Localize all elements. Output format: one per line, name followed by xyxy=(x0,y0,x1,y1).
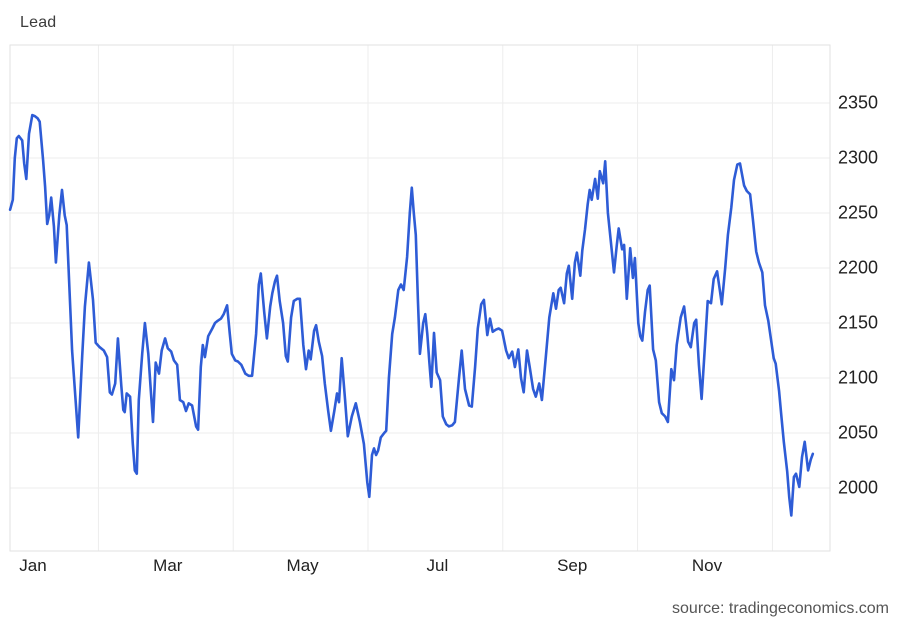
grid-lines xyxy=(10,45,830,551)
y-axis-tick-label: 2300 xyxy=(838,147,879,168)
plot-border xyxy=(9,44,831,552)
x-axis-tick-label: May xyxy=(286,556,319,575)
y-axis-tick-label: 2050 xyxy=(838,422,879,443)
y-axis-tick-label: 2200 xyxy=(838,257,879,278)
y-axis-tick-label: 2150 xyxy=(838,312,879,333)
source-attribution: source: tradingeconomics.com xyxy=(672,600,889,617)
y-axis-tick-label: 2350 xyxy=(838,92,879,113)
y-axis-tick-label: 2100 xyxy=(838,367,879,388)
chart-title: Lead xyxy=(20,14,57,31)
x-axis-tick-label: Jan xyxy=(19,556,47,575)
x-axis-tick-label: Mar xyxy=(153,556,183,575)
x-axis-tick-label: Nov xyxy=(691,556,723,575)
y-axis-tick-label: 2000 xyxy=(838,477,879,498)
y-axis-tick-label: 2250 xyxy=(838,202,879,223)
x-axis-tick-label: Sep xyxy=(557,556,588,575)
lead-price-line-series xyxy=(8,113,815,517)
x-axis-tick-label: Jul xyxy=(426,556,449,575)
